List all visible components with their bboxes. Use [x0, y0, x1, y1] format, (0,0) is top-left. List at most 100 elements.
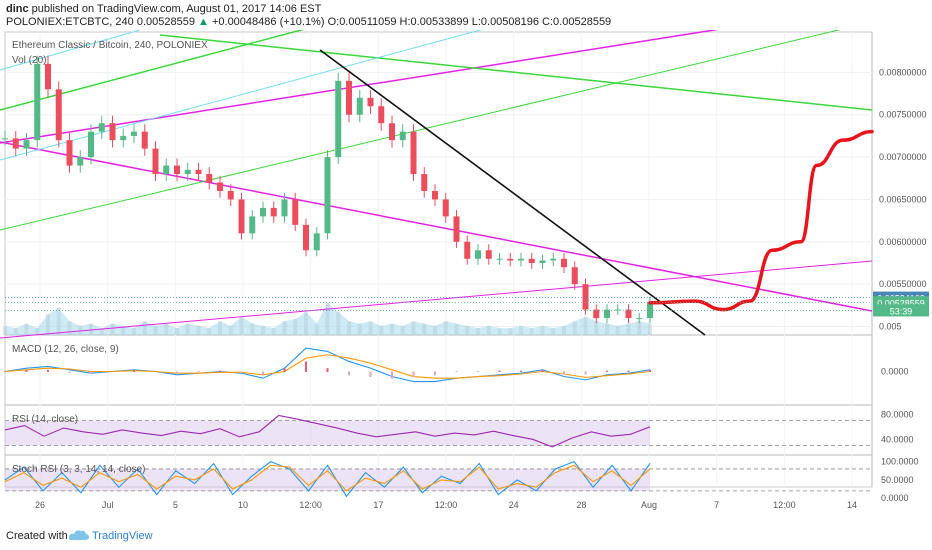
macd-histogram-bar: [520, 370, 522, 372]
x-tick-label: Aug: [641, 500, 657, 510]
candle-body: [292, 199, 299, 225]
price-label-text: 0.00528559: [877, 298, 925, 308]
candle-body: [141, 131, 148, 149]
candle-body: [260, 207, 266, 217]
y-tick-label: 0.00600000: [879, 237, 927, 247]
macd-histogram-bar: [348, 371, 350, 376]
candle-body: [582, 284, 589, 310]
candle-body: [356, 97, 363, 115]
rsi-y-tick: 80.0000: [881, 409, 914, 419]
candle-body: [346, 80, 352, 115]
candle-body: [442, 199, 449, 217]
candle-body: [34, 63, 41, 141]
price-label-text: 53:39: [890, 306, 913, 316]
stoch-y-tick: 0.0000: [881, 493, 909, 503]
trend-line: [0, 30, 305, 111]
macd-histogram-bar: [154, 371, 157, 372]
candle-body: [77, 157, 84, 166]
candle-body: [496, 258, 503, 260]
macd-histogram-bar: [176, 371, 178, 374]
trend-line: [0, 30, 841, 231]
last-price: 0.00528559: [136, 16, 195, 28]
x-tick-label: 12:00: [299, 500, 322, 510]
candle-body: [66, 140, 73, 166]
macd-histogram-bar: [649, 369, 651, 372]
candle-body: [23, 140, 30, 149]
macd-histogram-bar: [305, 361, 307, 372]
candle-body: [55, 89, 62, 141]
candle-body: [238, 199, 245, 234]
macd-histogram-bar: [627, 370, 630, 372]
candle-body: [389, 123, 395, 141]
main-chart-title: Ethereum Classic / Bitcoin, 240, POLONIE…: [12, 40, 208, 51]
plot-frame: [4, 31, 873, 488]
candle-body: [2, 138, 8, 140]
change-up-icon: ▲: [198, 16, 209, 28]
macd-histogram-bar: [541, 369, 544, 372]
candle-body: [453, 216, 460, 242]
stoch-y-tick: 50.0000: [881, 475, 914, 485]
candle-body: [313, 233, 320, 251]
macd-histogram-bar: [197, 371, 200, 372]
candle-body: [249, 216, 256, 234]
candle-body: [485, 250, 492, 259]
tradingview-brand[interactable]: TradingView: [92, 530, 153, 542]
macd-histogram-bar: [498, 370, 501, 372]
candle-body: [163, 165, 170, 175]
macd-histogram-bar: [4, 371, 6, 372]
x-tick-label: 10: [238, 500, 248, 510]
macd-histogram-bar: [434, 371, 436, 376]
chart-area[interactable]: 0.00800000 0.00750000 0.00700000 0.00650000…: [0, 30, 932, 520]
candle-body: [206, 174, 213, 183]
macd-histogram-bar: [262, 371, 264, 376]
x-tick-label: 26: [35, 500, 45, 510]
stoch-line: [4, 464, 651, 492]
macd-histogram-bar: [606, 370, 608, 372]
stoch-line: [4, 460, 651, 498]
candle-body: [410, 131, 417, 175]
candle-body: [88, 131, 94, 158]
x-tick-label: 5: [173, 500, 178, 510]
publish-text: published on TradingView.com, August 01,…: [28, 3, 322, 15]
macd-histogram-bar: [369, 371, 372, 378]
tradingview-cloud-icon: [68, 530, 90, 540]
candle-body: [303, 224, 309, 251]
macd-y-tick: 0.0000: [881, 367, 909, 377]
candle-body: [399, 131, 406, 141]
rsi-y-tick: 40.0000: [881, 434, 914, 444]
trend-line: [159, 34, 873, 111]
candle-body: [432, 190, 438, 200]
created-with-text: Created with: [6, 530, 68, 542]
x-tick-label: 24: [509, 500, 519, 510]
chart-header: dinc published on TradingView.com, Augus…: [0, 0, 932, 30]
candle-body: [270, 207, 277, 217]
macd-histogram-bar: [455, 371, 458, 372]
macd-histogram-bar: [326, 368, 329, 372]
candle-body: [507, 258, 514, 261]
macd-histogram-bar: [584, 371, 587, 375]
x-tick-label: 12:00: [435, 500, 458, 510]
candle-body: [109, 123, 116, 141]
candle-body: [324, 157, 331, 234]
y-tick-label: 0.00700000: [879, 152, 927, 162]
y-tick-label: 0.00650000: [879, 194, 927, 204]
candle-body: [561, 258, 567, 268]
macd-histogram-bar: [68, 371, 71, 373]
macd-histogram-bar: [90, 371, 92, 374]
candle-body: [174, 165, 180, 175]
rsi-line: [4, 414, 651, 448]
stoch-band: [5, 468, 650, 491]
macd-histogram-bar: [219, 370, 221, 372]
macd-title: MACD (12, 26, close, 9): [12, 344, 119, 355]
candle-body: [625, 309, 632, 319]
candle-body: [528, 258, 535, 263]
y-tick-label: 0.00750000: [879, 110, 927, 120]
trend-line: [319, 49, 706, 336]
footer: Created with TradingView: [0, 520, 932, 550]
candle-body: [518, 258, 524, 261]
candle-body: [131, 131, 137, 136]
macd-histogram-bar: [111, 371, 114, 372]
volume-indicator-label: Vol (20): [12, 55, 46, 66]
macd-histogram-bar: [240, 371, 243, 373]
author-name[interactable]: dinc: [6, 3, 29, 15]
